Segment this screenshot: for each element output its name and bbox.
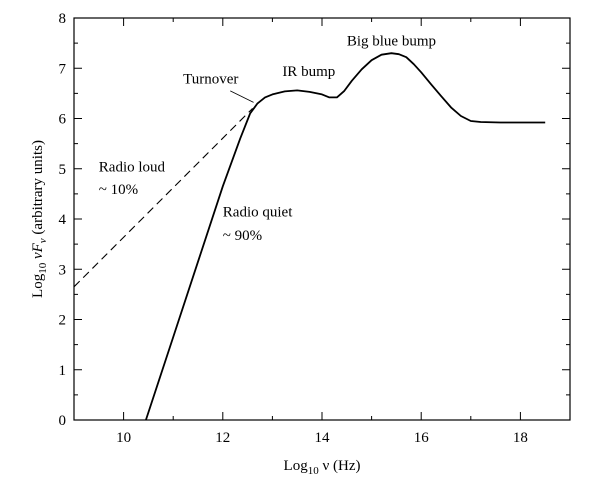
- y-tick-label: 8: [59, 11, 67, 27]
- annotation-label: ~ 90%: [223, 228, 262, 244]
- x-axis-label: Log10 ν (Hz): [284, 458, 361, 477]
- y-tick-label: 4: [59, 212, 67, 228]
- axis-ticks: [73, 17, 571, 421]
- annotation-label: Big blue bump: [347, 34, 436, 50]
- x-tick-label: 18: [513, 430, 528, 446]
- radio-loud-line: [73, 108, 253, 288]
- annotation-label: ~ 10%: [99, 182, 138, 198]
- x-tick-label: 14: [315, 430, 331, 446]
- sed-line: [145, 52, 546, 421]
- annotation-label: Radio quiet: [223, 204, 293, 220]
- annotations: Big blue bump IR bump Turnover Radio loud ~ …: [99, 34, 436, 244]
- y-tick-label: 0: [59, 413, 67, 429]
- x-tick-label: 16: [414, 430, 430, 446]
- annotation-label: IR bump: [282, 64, 335, 80]
- y-tick-label: 2: [59, 313, 67, 329]
- y-tick-label: 5: [59, 162, 67, 178]
- x-tick-label: 10: [116, 430, 131, 446]
- x-tick-label: 12: [215, 430, 230, 446]
- y-axis-label: Log10 νFν (arbitrary units): [30, 140, 49, 298]
- annotation-label: Radio loud: [99, 159, 166, 175]
- turnover-pointer: [230, 90, 254, 103]
- annotation-label: Turnover: [183, 71, 238, 87]
- y-tick-label: 7: [59, 61, 67, 77]
- y-tick-label: 6: [59, 112, 67, 128]
- y-tick-label: 3: [59, 262, 67, 278]
- series-group: [73, 52, 546, 421]
- y-tick-label: 1: [59, 363, 67, 379]
